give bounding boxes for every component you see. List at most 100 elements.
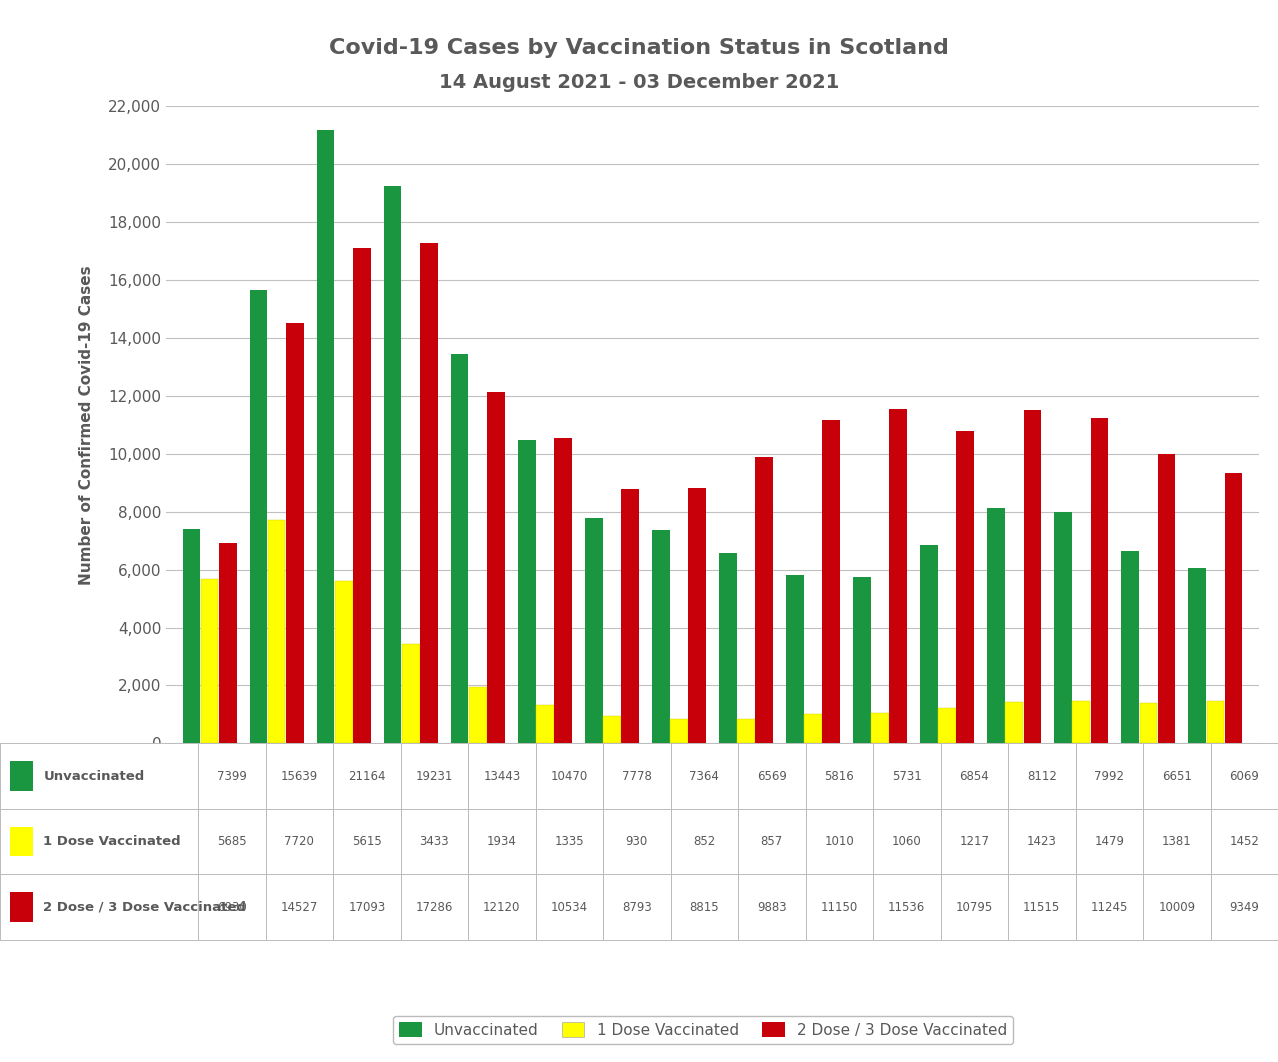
Bar — [805, 743, 873, 809]
Bar — [603, 809, 671, 874]
Bar — [1090, 417, 1108, 743]
Bar — [219, 543, 236, 743]
Bar — [420, 243, 437, 743]
Text: 1060: 1060 — [892, 835, 921, 849]
Bar — [739, 874, 805, 940]
Text: 6069: 6069 — [1229, 770, 1259, 783]
Bar — [873, 743, 941, 809]
Bar — [1008, 743, 1076, 809]
Text: 1934: 1934 — [487, 835, 516, 849]
Text: 7364: 7364 — [689, 770, 720, 783]
Text: 9883: 9883 — [757, 901, 786, 913]
Bar — [739, 809, 805, 874]
Text: 15639: 15639 — [281, 770, 318, 783]
Text: 8112: 8112 — [1026, 770, 1057, 783]
Bar — [383, 187, 401, 743]
Bar — [535, 809, 603, 874]
Bar — [805, 874, 873, 940]
Text: 14527: 14527 — [281, 901, 318, 913]
Text: 5615: 5615 — [351, 835, 382, 849]
Bar — [786, 575, 804, 743]
Text: 2 Dose / 3 Dose Vaccinated: 2 Dose / 3 Dose Vaccinated — [43, 901, 247, 913]
Bar — [737, 719, 755, 743]
Bar — [469, 687, 487, 743]
Bar — [1072, 701, 1090, 743]
Bar — [1140, 703, 1157, 743]
Bar — [535, 874, 603, 940]
Bar — [400, 874, 468, 940]
Text: 1335: 1335 — [555, 835, 584, 849]
Bar — [603, 717, 621, 743]
Bar — [334, 809, 400, 874]
Bar — [1008, 874, 1076, 940]
Bar — [198, 743, 266, 809]
Bar — [1024, 410, 1042, 743]
Bar — [621, 489, 639, 743]
Bar — [183, 529, 201, 743]
Bar — [334, 743, 400, 809]
Text: 1 Dose Vaccinated: 1 Dose Vaccinated — [43, 835, 181, 849]
Bar — [823, 421, 840, 743]
Bar — [0, 743, 198, 809]
Text: 21164: 21164 — [348, 770, 386, 783]
Bar — [889, 409, 907, 743]
Bar — [1210, 743, 1278, 809]
Bar — [266, 743, 334, 809]
Text: 5816: 5816 — [824, 770, 854, 783]
Text: 6854: 6854 — [960, 770, 989, 783]
Bar — [671, 743, 739, 809]
Text: 19231: 19231 — [415, 770, 452, 783]
Text: 9349: 9349 — [1229, 901, 1259, 913]
Text: 14 August 2021 - 03 December 2021: 14 August 2021 - 03 December 2021 — [438, 73, 840, 92]
Text: 6569: 6569 — [757, 770, 787, 783]
Text: 7778: 7778 — [622, 770, 652, 783]
Bar — [689, 489, 705, 743]
Text: 1452: 1452 — [1229, 835, 1259, 849]
Text: 17093: 17093 — [348, 901, 386, 913]
Bar — [201, 579, 219, 743]
Text: 11515: 11515 — [1024, 901, 1061, 913]
Text: 857: 857 — [760, 835, 783, 849]
Bar — [1224, 473, 1242, 743]
Bar — [1006, 702, 1022, 743]
Bar — [671, 809, 739, 874]
Bar — [535, 743, 603, 809]
Bar — [1143, 809, 1210, 874]
Text: 13443: 13443 — [483, 770, 520, 783]
Bar — [720, 553, 736, 743]
Bar — [1121, 551, 1139, 743]
Bar — [1210, 874, 1278, 940]
Text: 10470: 10470 — [551, 770, 588, 783]
Text: 1381: 1381 — [1162, 835, 1191, 849]
Text: 1217: 1217 — [960, 835, 989, 849]
Bar — [941, 809, 1008, 874]
Bar — [671, 874, 739, 940]
Bar — [10, 761, 33, 791]
Bar — [739, 743, 805, 809]
Text: 852: 852 — [693, 835, 716, 849]
Bar — [266, 874, 334, 940]
Bar — [0, 809, 198, 874]
Bar — [652, 530, 670, 743]
Bar — [266, 809, 334, 874]
Bar — [518, 440, 535, 743]
Bar — [335, 581, 353, 743]
Bar — [804, 714, 822, 743]
Bar — [403, 644, 419, 743]
Bar — [938, 708, 956, 743]
Bar — [941, 874, 1008, 940]
Bar — [854, 578, 870, 743]
Bar — [334, 874, 400, 940]
Bar — [1076, 874, 1143, 940]
Bar — [487, 392, 505, 743]
Bar — [1158, 453, 1174, 743]
Bar — [400, 809, 468, 874]
Bar — [988, 509, 1005, 743]
Bar — [873, 874, 941, 940]
Bar — [920, 545, 938, 743]
Bar — [468, 874, 535, 940]
Bar — [585, 518, 602, 743]
Legend: Unvaccinated, 1 Dose Vaccinated, 2 Dose / 3 Dose Vaccinated: Unvaccinated, 1 Dose Vaccinated, 2 Dose … — [392, 1015, 1013, 1044]
Bar — [941, 743, 1008, 809]
Text: 930: 930 — [626, 835, 648, 849]
